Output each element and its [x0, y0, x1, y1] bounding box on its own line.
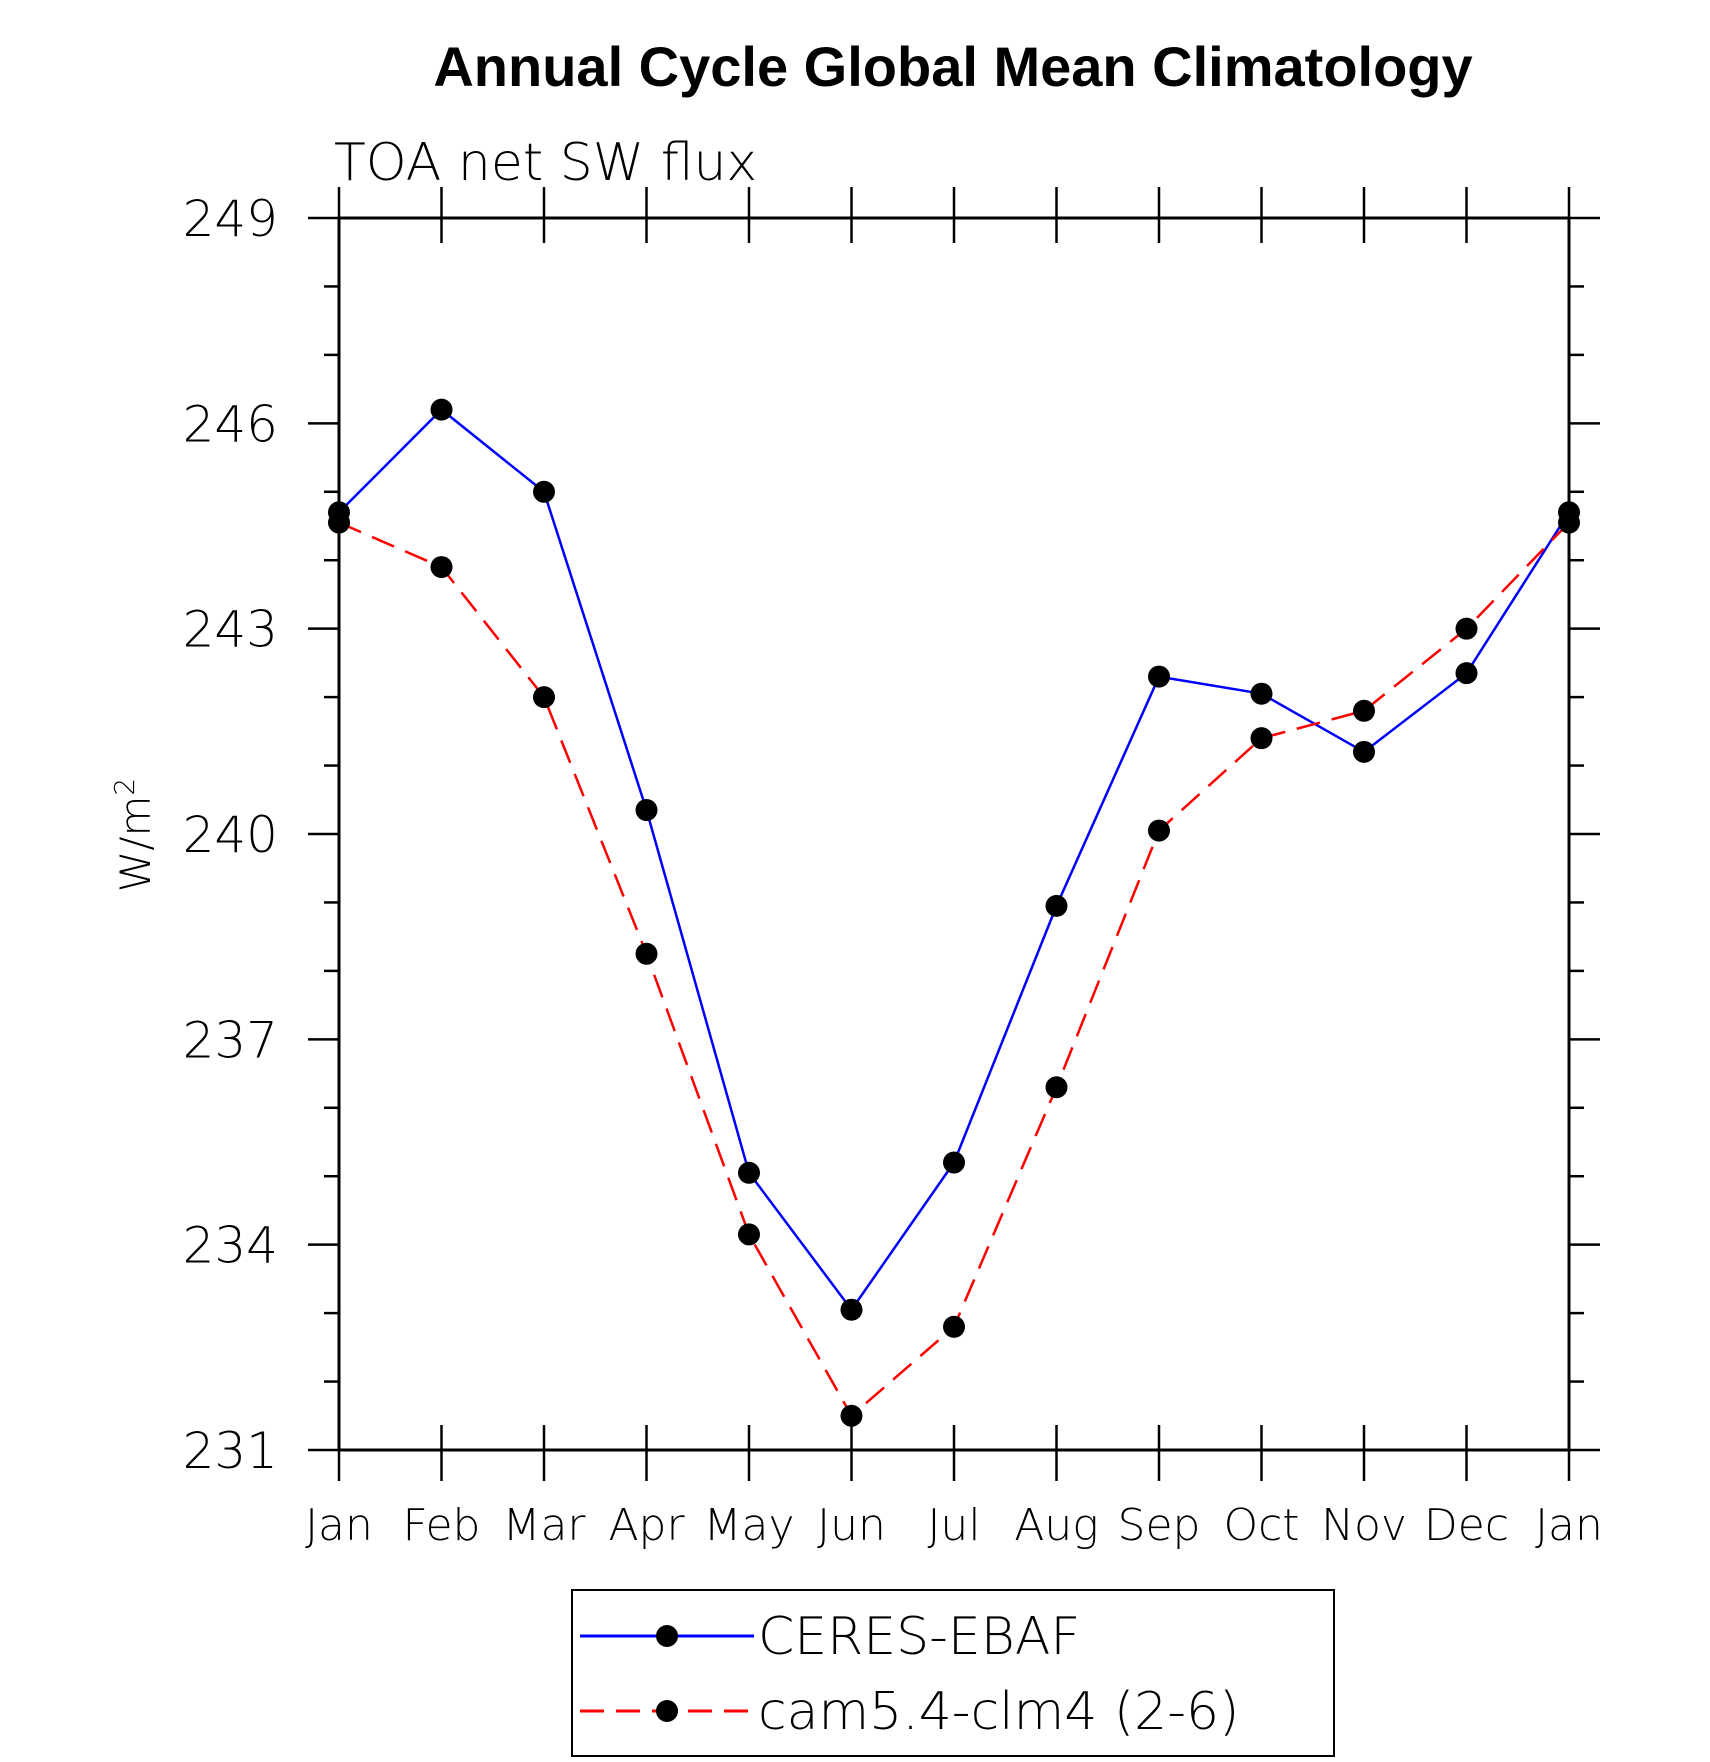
data-point-series-0 [840, 1298, 863, 1321]
y-axis-label-superscript: 2 [108, 778, 141, 796]
series-layer [328, 398, 1580, 1427]
plot-frame [337, 216, 1571, 1452]
data-point-series-1 [635, 942, 658, 965]
y-tick-label: 243 [183, 601, 278, 659]
y-axis: 231 234 237 240 243 246 249 [183, 190, 1600, 1480]
data-point-series-1 [328, 511, 350, 534]
x-tick-label: Mar [502, 1500, 586, 1551]
y-tick-label: 240 [183, 806, 278, 864]
data-point-series-0 [635, 799, 658, 822]
x-tick-label: Jan [1535, 1500, 1603, 1551]
chart-title: Annual Cycle Global Mean Climatology [433, 35, 1472, 98]
x-tick-label: Jan [305, 1500, 373, 1551]
data-point-series-0 [533, 480, 555, 503]
y-tick-label: 231 [183, 1422, 278, 1480]
x-tick-label: Oct [1223, 1500, 1299, 1551]
x-tick-label: Feb [403, 1500, 481, 1551]
data-point-series-0 [1250, 682, 1273, 705]
plot-border [337, 216, 1571, 1452]
series-line-0 [338, 407, 1571, 1312]
data-point-series-1 [1455, 617, 1478, 640]
legend-box [571, 1589, 1335, 1757]
data-point-series-0 [1455, 662, 1478, 685]
x-tick-label: Dec [1424, 1500, 1509, 1551]
x-tick-label: Aug [1014, 1500, 1098, 1551]
x-tick-label: Jun [817, 1500, 886, 1551]
x-axis: Jan Feb Mar Apr May Jun Jul Aug Sep Oct Nov Dec Jan [305, 187, 1603, 1551]
y-tick-label: 237 [183, 1011, 278, 1069]
series-line-1 [338, 521, 1570, 1418]
data-point-series-0 [430, 398, 453, 421]
legend-marker-cam54-clm4 [656, 1700, 678, 1722]
legend-marker-ceres-ebaf [656, 1625, 678, 1647]
y-tick-label: 234 [183, 1217, 278, 1275]
x-tick-label: Nov [1321, 1500, 1407, 1551]
y-tick-label: 249 [183, 190, 278, 248]
y-tick-label: 246 [183, 395, 278, 453]
legend-label-cam54-clm4: cam5.4-clm4 (2-6) [758, 1682, 1239, 1742]
data-point-series-0 [1045, 894, 1068, 917]
data-point-series-0 [1353, 740, 1375, 763]
data-point-series-1 [1148, 819, 1170, 842]
x-tick-label: Sep [1118, 1500, 1201, 1551]
data-point-series-1 [943, 1315, 965, 1338]
data-point-series-0 [943, 1151, 965, 1174]
legend: CERES-EBAF cam5.4-clm4 (2-6) [571, 1589, 1335, 1757]
data-point-series-0 [1148, 665, 1170, 688]
data-point-series-1 [1558, 511, 1580, 534]
legend-label-ceres-ebaf: CERES-EBAF [758, 1607, 1080, 1667]
data-point-series-1 [1250, 727, 1273, 750]
data-point-series-1 [1045, 1076, 1068, 1099]
data-point-series-1 [430, 556, 453, 579]
data-point-series-0 [738, 1161, 760, 1184]
data-point-series-1 [533, 686, 555, 709]
y-axis-label: W/m2 [108, 778, 160, 892]
x-tick-label: Apr [608, 1500, 685, 1551]
svg-text:W/m2: W/m2 [108, 778, 160, 892]
y-axis-label-text: W/m [111, 796, 160, 893]
chart-subtitle: TOA net SW flux [334, 133, 757, 193]
x-tick-label: May [704, 1500, 795, 1551]
x-tick-label: Jul [927, 1500, 980, 1551]
data-point-series-1 [840, 1404, 863, 1427]
data-point-series-1 [738, 1223, 760, 1246]
data-point-series-1 [1353, 699, 1375, 722]
